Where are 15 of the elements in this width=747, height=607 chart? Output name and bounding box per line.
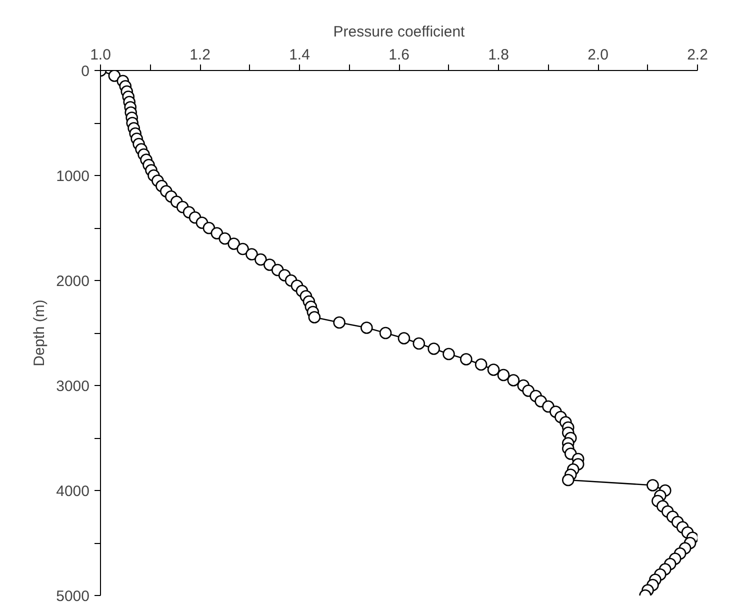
y-tick-label: 4000 bbox=[56, 483, 90, 500]
x-tick-label: 1.4 bbox=[289, 46, 310, 64]
y-axis-title: Depth (m) bbox=[31, 300, 48, 366]
x-tick-label: 2.0 bbox=[588, 46, 608, 64]
x-tick-label: 1.2 bbox=[190, 46, 210, 64]
x-tick-label: 1.6 bbox=[388, 46, 410, 64]
x-tick-label: 1.8 bbox=[488, 46, 509, 64]
x-axis-title: Pressure coefficient bbox=[333, 24, 466, 40]
x-tick-label: 2.2 bbox=[687, 46, 708, 64]
x-tick-label: 1.0 bbox=[90, 46, 111, 64]
y-tick-label: 0 bbox=[81, 63, 90, 80]
y-tick-label: 2000 bbox=[56, 273, 90, 290]
y-tick-label: 3000 bbox=[56, 378, 90, 395]
y-tick-label: 5000 bbox=[56, 588, 90, 605]
y-tick-label: 1000 bbox=[56, 168, 90, 185]
